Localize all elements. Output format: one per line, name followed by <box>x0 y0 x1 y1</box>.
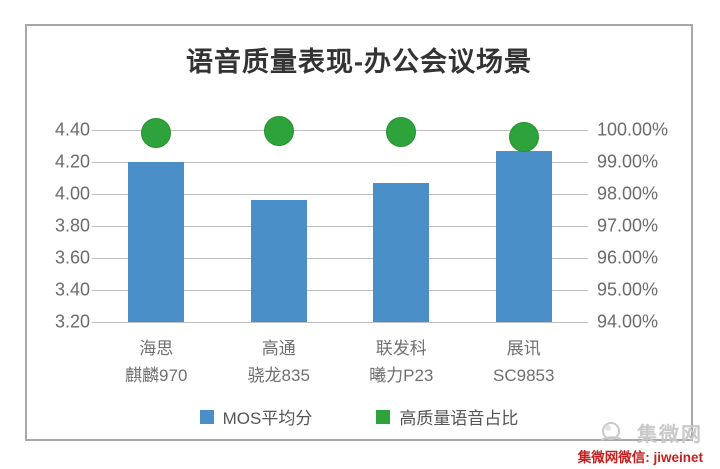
jiweinet-logo-icon <box>600 422 622 441</box>
gridline <box>92 290 588 291</box>
y-axis-tick-label-right: 100.00% <box>597 119 669 140</box>
gridline <box>92 322 588 323</box>
gridline <box>92 162 588 163</box>
category-label-line: 高通 <box>261 339 296 358</box>
mos-bar <box>128 162 185 322</box>
legend: MOS平均分 高质量语音占比 <box>25 404 693 429</box>
jiweinet-logo-text: 集微网 <box>637 423 703 446</box>
mos-bar <box>495 150 552 322</box>
mos-legend-label: MOS平均分 <box>222 409 313 428</box>
y-axis-tick-label-left: 4.40 <box>54 119 90 140</box>
gridline <box>92 226 588 227</box>
gridline <box>92 130 588 131</box>
jiweinet-watermark: 集微网 集微网微信: jiweinet <box>578 420 703 466</box>
y-axis-tick-label-right: 99.00% <box>597 151 659 172</box>
y-axis-tick-label-left: 3.80 <box>54 215 90 236</box>
y-axis-tick-label-right: 96.00% <box>597 247 659 268</box>
quality-legend-label: 高质量语音占比 <box>399 409 519 428</box>
y-axis-tick-label-left: 4.00 <box>54 183 90 204</box>
category-label: 高通骁龙835 <box>214 335 344 389</box>
y-axis-tick-label-right: 97.00% <box>597 215 659 236</box>
quality-dot <box>141 118 172 149</box>
category-label-line: 曦力P23 <box>369 366 434 385</box>
gridline <box>92 194 588 195</box>
y-axis-tick-label-right: 98.00% <box>597 183 659 204</box>
y-axis-tick-label-left: 3.60 <box>54 247 90 268</box>
jiweinet-logo-row: 集微网 <box>578 420 703 446</box>
category-label: 海思麒麟970 <box>91 335 221 389</box>
category-label-line: 联发科 <box>375 339 427 358</box>
legend-item-quality: 高质量语音占比 <box>376 404 518 429</box>
mos-bar <box>250 200 307 322</box>
category-label-line: 海思 <box>139 339 174 358</box>
quality-dot <box>386 116 417 147</box>
y-axis-tick-label-left: 4.20 <box>54 151 90 172</box>
y-axis-tick-label-right: 94.00% <box>597 311 659 332</box>
category-label-line: 展讯 <box>506 339 541 358</box>
y-axis-tick-label-left: 3.20 <box>54 311 90 332</box>
gridline <box>92 258 588 259</box>
y-axis-tick-label-left: 3.40 <box>54 279 90 300</box>
chart-title: 语音质量表现-办公会议场景 <box>186 47 532 77</box>
jiweinet-caption: 集微网微信: jiweinet <box>577 450 703 465</box>
y-axis-tick-label-right: 95.00% <box>597 279 659 300</box>
quality-dot <box>508 122 539 153</box>
category-label-line: 麒麟970 <box>125 366 188 385</box>
category-label: 展讯 SC9853 <box>459 335 589 389</box>
category-label-line: 骁龙835 <box>247 366 310 385</box>
quality-legend-swatch <box>376 409 391 424</box>
legend-item-mos: MOS平均分 <box>199 404 313 429</box>
mos-bar <box>373 182 430 322</box>
category-label: 联发科曦力P23 <box>336 335 466 389</box>
quality-dot <box>263 115 294 146</box>
category-label-line: SC9853 <box>493 366 555 385</box>
mos-legend-swatch <box>199 409 214 424</box>
